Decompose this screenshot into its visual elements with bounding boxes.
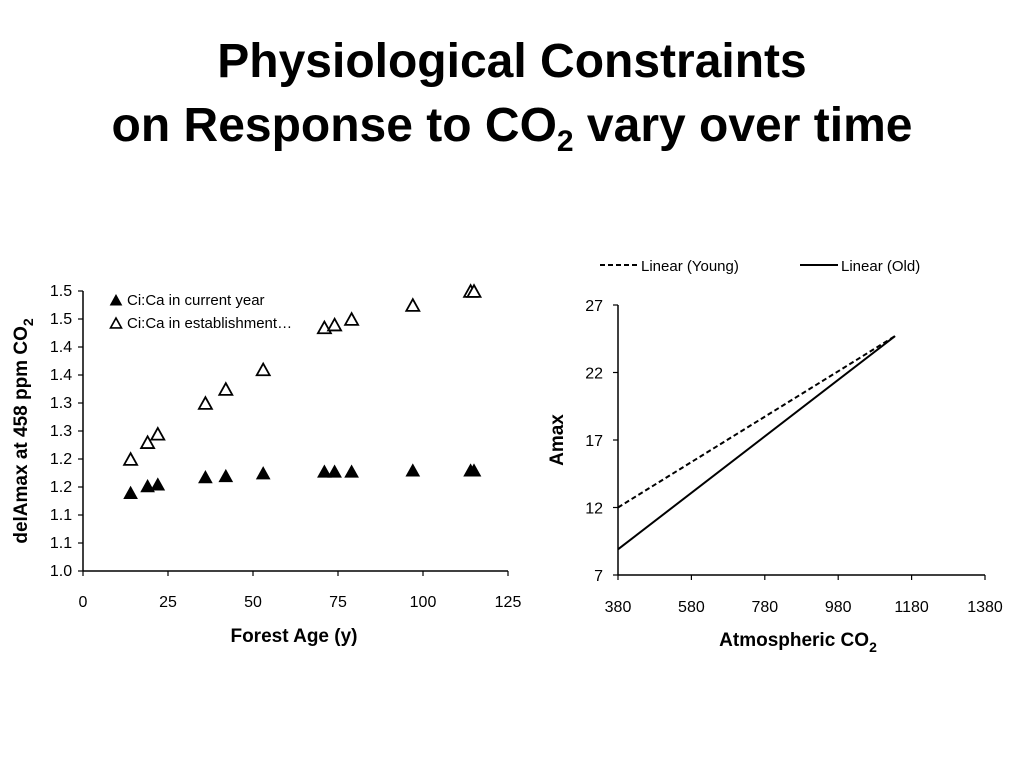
title-line-2-pre: on Response to CO [111, 99, 557, 152]
right-y-tick-label: 7 [594, 568, 603, 585]
right-x-tick-label: 1380 [967, 599, 1003, 616]
left-x-axis-title: Forest Age (y) [230, 626, 357, 647]
open-triangle-point [404, 297, 421, 312]
left-legend: Ci:Ca in current year Ci:Ca in establishm… [109, 292, 292, 332]
filled-triangle-point [344, 464, 359, 478]
left-y-tick-label: 1.3 [50, 395, 72, 412]
filled-triangle-point [150, 477, 166, 491]
title-line-2-subscript: 2 [556, 125, 574, 158]
legend-label: Ci:Ca in current year [127, 292, 265, 309]
left-y-tick-label: 1.2 [50, 451, 72, 468]
right-y-tick-label: 22 [585, 366, 603, 383]
left-marks-group [122, 283, 483, 499]
left-y-tick-label: 1.4 [50, 339, 72, 356]
open-triangle-point [122, 451, 139, 466]
legend-label: Linear (Young) [641, 258, 739, 275]
legend-filled-triangle-icon [109, 294, 123, 306]
left-y-tick-label-top: 1.5 [50, 283, 72, 300]
filled-triangle-point [140, 479, 155, 493]
filled-triangle-point [405, 463, 421, 477]
right-x-tick-label: 1180 [894, 599, 929, 616]
right-x-tick-label: 780 [751, 599, 778, 616]
open-triangle-point [255, 361, 272, 377]
left-y-tick-label: 1.1 [50, 507, 72, 524]
left-x-tick-label: 25 [159, 594, 177, 611]
right-y-tick-label: 27 [585, 298, 603, 315]
left-y-tick-label: 1.5 [50, 311, 72, 328]
left-y-tick-label: 1.2 [50, 479, 72, 496]
left-x-tick-label: 0 [79, 594, 88, 611]
open-triangle-point [149, 426, 166, 441]
open-triangle-point [465, 283, 483, 298]
right-marks-group [617, 335, 896, 551]
filled-triangle-point [327, 464, 342, 478]
left-y-axis-title-main: delAmax at 458 ppm CO [11, 326, 32, 544]
right-y-axis-title: Amax [547, 414, 568, 466]
slide-title: Physiological Constraints on Response to… [0, 30, 1024, 158]
filled-triangle-point [198, 470, 213, 484]
filled-triangle-point [466, 463, 482, 477]
right-axes-group: 7 12 17 22 27 380 580 780 980 1180 1380 [585, 298, 1003, 616]
left-x-tick-label: 75 [329, 594, 347, 611]
left-x-tick-label: 50 [244, 594, 262, 611]
right-x-tick-label: 580 [678, 599, 705, 616]
right-legend: Linear (Young) Linear (Old) [600, 258, 920, 275]
open-triangle-point [217, 381, 234, 396]
title-line-2-post: vary over time [573, 99, 913, 152]
left-y-tick-label: 1.4 [50, 367, 72, 384]
open-triangle-point [197, 395, 214, 410]
left-y-tick-label: 1.3 [50, 423, 72, 440]
legend-label: Ci:Ca in establishment… [127, 315, 292, 332]
open-triangle-point [343, 311, 360, 326]
legend-label: Linear (Old) [841, 258, 920, 275]
left-axes-group: 1.0 1.1 1.1 1.2 1.2 1.3 1.3 1.4 1.4 1.5 1.5 0 25 50 75… [50, 283, 522, 611]
filled-triangle-point [255, 466, 271, 480]
title-line-2: on Response to CO2 vary over time [0, 94, 1024, 158]
left-x-tick-label: 125 [495, 594, 522, 611]
right-x-axis-title: Atmospheric CO2 [719, 630, 877, 655]
left-y-axis-title-sub: 2 [20, 318, 36, 326]
left-x-tick-label: 100 [410, 594, 437, 611]
filled-triangle-point [218, 468, 234, 483]
young-trend-line [617, 335, 896, 509]
legend-open-triangle-icon [109, 316, 123, 329]
right-x-tick-label: 980 [825, 599, 852, 616]
right-x-tick-label: 380 [605, 599, 632, 616]
title-line-1: Physiological Constraints [217, 35, 807, 88]
left-y-tick-label: 1.1 [50, 535, 72, 552]
filled-triangle-point [123, 485, 138, 499]
old-trend-line [617, 335, 896, 551]
right-y-tick-label: 17 [585, 433, 603, 450]
right-x-axis-title-sub: 2 [869, 639, 877, 655]
left-y-tick-label: 1.0 [50, 563, 72, 580]
right-x-axis-title-main: Atmospheric CO [719, 630, 869, 651]
open-triangle-point [326, 316, 343, 332]
open-triangle-point [139, 434, 156, 449]
filled-triangle-point [317, 464, 332, 478]
right-y-tick-label: 12 [585, 501, 603, 518]
left-y-axis-title: delAmax at 458 ppm CO2 [11, 318, 36, 544]
